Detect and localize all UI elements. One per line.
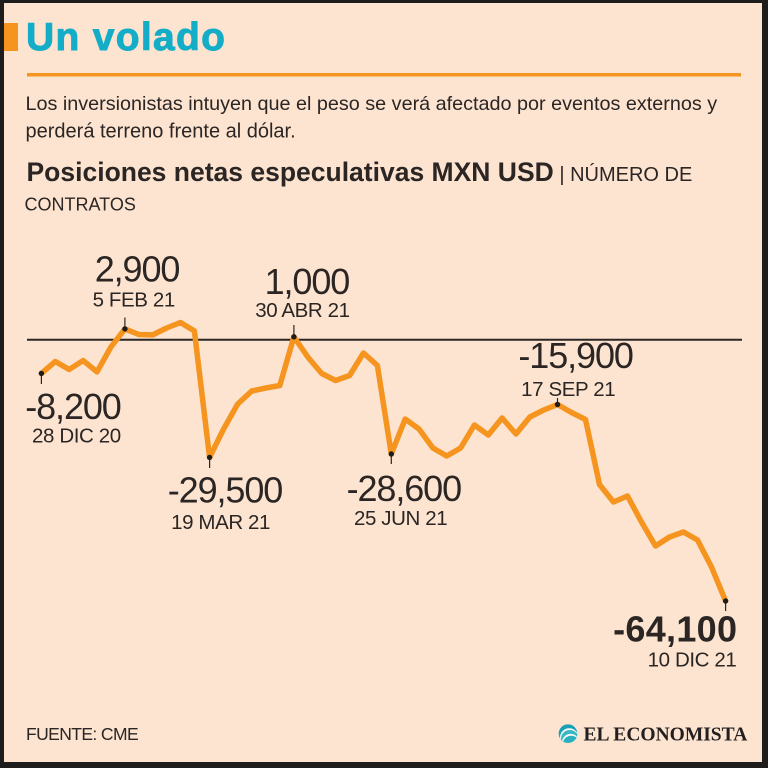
svg-text:17 SEP 21: 17 SEP 21 xyxy=(521,378,615,401)
svg-text:5 FEB 21: 5 FEB 21 xyxy=(93,288,175,311)
svg-text:-15,900: -15,900 xyxy=(518,335,632,376)
svg-text:EL ECONOMISTA: EL ECONOMISTA xyxy=(584,725,748,746)
svg-text:-8,200: -8,200 xyxy=(25,386,121,427)
svg-text:19 MAR 21: 19 MAR 21 xyxy=(171,511,270,534)
svg-text:FUENTE: CME: FUENTE: CME xyxy=(26,724,138,744)
svg-text:1,000: 1,000 xyxy=(265,261,350,302)
svg-text:-64,100: -64,100 xyxy=(613,609,737,650)
svg-text:28 DIC 20: 28 DIC 20 xyxy=(32,424,121,447)
svg-text:25 JUN 21: 25 JUN 21 xyxy=(354,507,447,530)
svg-text:30 ABR 21: 30 ABR 21 xyxy=(255,299,349,322)
svg-text:10 DIC 21: 10 DIC 21 xyxy=(648,648,737,671)
svg-text:Posiciones netas especulativas: Posiciones netas especulativas MXN USD |… xyxy=(27,157,693,187)
svg-text:2,900: 2,900 xyxy=(95,249,180,290)
svg-text:-28,600: -28,600 xyxy=(347,468,461,509)
svg-text:Un volado: Un volado xyxy=(26,16,226,59)
svg-text:-29,500: -29,500 xyxy=(168,470,282,511)
svg-text:CONTRATOS: CONTRATOS xyxy=(25,195,136,215)
svg-text:Los inversionistas intuyen que: Los inversionistas intuyen que el peso s… xyxy=(26,93,718,115)
svg-text:perderá terreno frente al dóla: perderá terreno frente al dólar. xyxy=(26,121,296,143)
